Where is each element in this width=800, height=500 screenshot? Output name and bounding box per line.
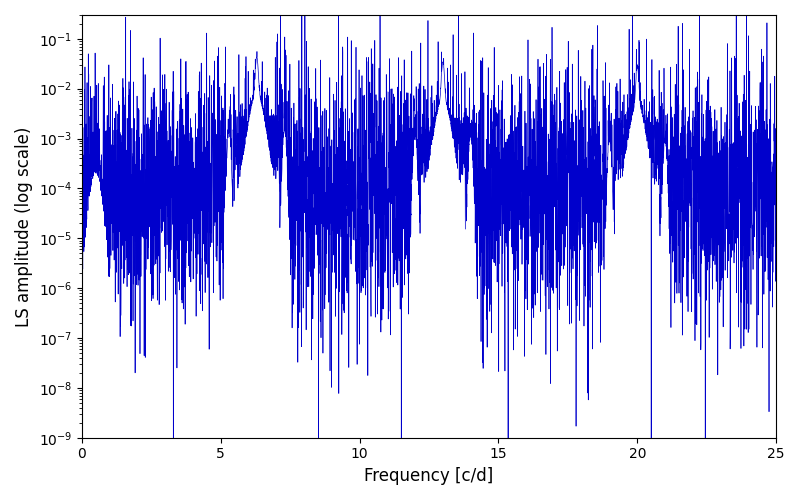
X-axis label: Frequency [c/d]: Frequency [c/d] xyxy=(364,467,494,485)
Y-axis label: LS amplitude (log scale): LS amplitude (log scale) xyxy=(15,126,33,326)
